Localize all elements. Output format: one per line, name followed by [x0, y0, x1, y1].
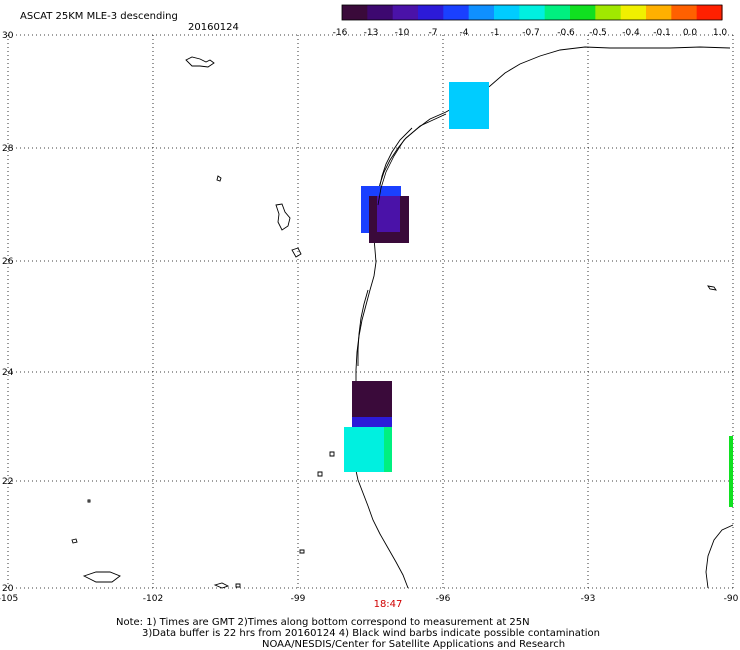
title: ASCAT 25KM MLE-3 descending	[20, 11, 178, 22]
colorbar-tick: 0.0	[683, 28, 698, 38]
colorbar-segment	[392, 5, 419, 20]
lat-tick: 20	[2, 584, 14, 594]
colorbar-segment	[620, 5, 647, 20]
colorbar-segment	[570, 5, 596, 20]
lat-tick: 24	[2, 368, 14, 378]
lon-tick: -105	[0, 594, 18, 604]
inland-features	[71, 56, 717, 589]
data-cell	[384, 427, 392, 472]
colorbar-tick: -0.7	[522, 28, 540, 38]
colorbar-tick: 1.0	[713, 28, 728, 38]
time-label: 18:47	[374, 599, 403, 610]
lon-labels: -105 -102 -99 -96 -93 -90	[0, 594, 739, 604]
colorbar-tick: -0.5	[589, 28, 607, 38]
lat-labels: 30 28 26 24 22 20	[2, 31, 14, 594]
lon-tick: -96	[436, 594, 451, 604]
colorbar-segment	[418, 5, 444, 20]
colorbar-tick: -7	[429, 28, 438, 38]
lat-tick: 28	[2, 144, 14, 154]
lon-tick: -102	[143, 594, 163, 604]
colorbar-tick: -0.4	[622, 28, 640, 38]
colorbar-segment	[544, 5, 571, 20]
lat-tick: 22	[2, 477, 13, 487]
swath-track	[377, 113, 447, 206]
coastline	[353, 46, 734, 589]
data-cell	[344, 427, 384, 472]
data-cell	[729, 436, 733, 507]
colorbar-tick: -4	[460, 28, 469, 38]
colorbar-segment	[595, 5, 622, 20]
data-cell	[449, 82, 489, 129]
date-label: 20160124	[188, 22, 239, 33]
colorbar-segment	[367, 5, 394, 20]
colorbar-ticks: -16 -13 -10 -7 -4 -1 -0.7 -0.6 -0.5 -0.4…	[333, 28, 728, 38]
colorbar-segment	[468, 5, 495, 20]
colorbar-tick: -0.1	[653, 28, 671, 38]
lon-tick: -93	[581, 594, 596, 604]
colorbar-border	[341, 4, 723, 21]
colorbar	[341, 4, 723, 21]
colorbar-tick: -16	[333, 28, 348, 38]
colorbar-segment	[443, 5, 470, 20]
footer-note-2: 3)Data buffer is 22 hrs from 20160124 4)…	[142, 628, 600, 639]
lon-tick: -90	[724, 594, 739, 604]
colorbar-tick: -0.6	[557, 28, 575, 38]
colorbar-segment	[646, 5, 672, 20]
lat-tick: 26	[2, 257, 14, 267]
colorbar-segment	[671, 5, 698, 20]
colorbar-segment	[519, 5, 546, 20]
colorbar-segment	[342, 5, 368, 20]
colorbar-tick: -1	[491, 28, 500, 38]
lat-tick: 30	[2, 31, 14, 41]
colorbar-tick: -13	[364, 28, 379, 38]
data-cells	[344, 82, 733, 507]
footer-note-3: NOAA/NESDIS/Center for Satellite Applica…	[262, 639, 565, 650]
colorbar-segment	[696, 5, 723, 20]
lon-tick: -99	[291, 594, 306, 604]
colorbar-segment	[494, 5, 520, 20]
map-grid	[7, 34, 734, 589]
footer-note-1: Note: 1) Times are GMT 2)Times along bot…	[116, 617, 530, 628]
data-cell	[352, 417, 392, 427]
colorbar-tick: -10	[395, 28, 410, 38]
data-cell	[377, 196, 400, 232]
